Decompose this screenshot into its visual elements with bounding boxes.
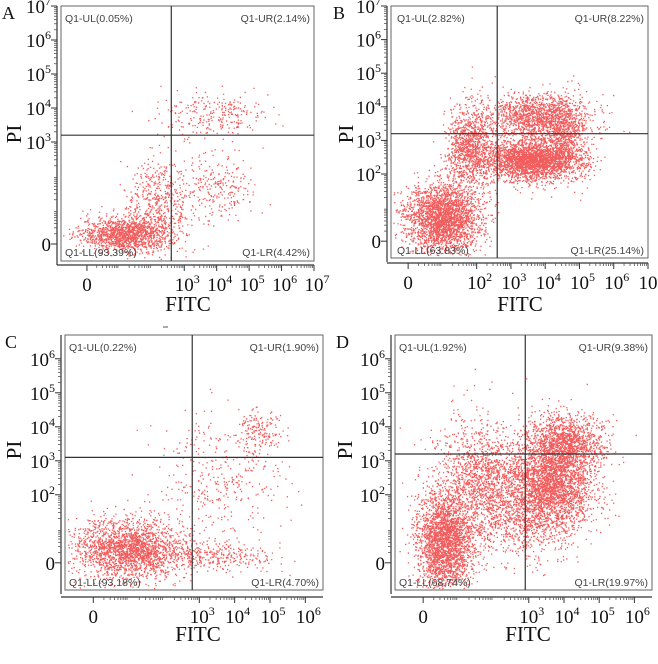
axes-c: 0 103 104 105 106 0 102 103 104 105 106 xyxy=(30,335,323,628)
x-tick-label-d: 105 xyxy=(590,604,615,628)
plot-frame-d xyxy=(394,334,653,591)
y-tick-label-b: 103 xyxy=(356,128,381,152)
x-tick-label-c: 0 xyxy=(89,607,99,628)
x-tick-label-b: 105 xyxy=(570,270,595,294)
y-tick-label-c: 104 xyxy=(30,415,55,439)
x-tick-label-b: 107 xyxy=(639,270,658,294)
y-tick-label-a: 104 xyxy=(26,96,51,120)
y-axis-title-d: PI xyxy=(333,441,357,460)
quadrant-label-ll-a: Q1-LL(93.39%) xyxy=(65,247,137,259)
x-tick-label-a: 105 xyxy=(240,272,265,296)
x-tick-label-d: 106 xyxy=(625,604,650,628)
quadrant-label-ul-c: Q1-UL(0.22%) xyxy=(69,342,137,354)
quadrant-label-lr-a: Q1-LR(4.42%) xyxy=(242,247,310,259)
plot-frame-b xyxy=(390,5,649,259)
x-axis-title-b: FITC xyxy=(497,292,543,316)
scatter-dots-d xyxy=(399,368,637,590)
y-tick-label-d: 105 xyxy=(360,381,385,405)
scatter-points-b xyxy=(393,66,631,257)
y-tick-label-a: 106 xyxy=(26,28,51,52)
y-tick-label-a: 0 xyxy=(42,235,52,256)
y-tick-label-b: 104 xyxy=(356,95,381,119)
x-tick-label-b: 0 xyxy=(403,273,413,294)
y-tick-label-a: 103 xyxy=(26,130,51,154)
y-tick-label-d: 103 xyxy=(360,449,385,473)
y-tick-label-b: 107 xyxy=(356,0,381,18)
x-tick-label-c: 103 xyxy=(190,604,215,628)
x-tick-label-a: 107 xyxy=(305,272,330,296)
x-tick-label-a: 104 xyxy=(207,272,232,296)
quadrant-label-ur-b: Q1-UR(8.22%) xyxy=(575,13,644,25)
x-tick-label-b: 104 xyxy=(536,270,561,294)
panel-d: D 0 103 104 105 106 0 102 103 104 105 106 Q1-UL(1.… xyxy=(333,332,653,646)
quadrant-label-ll-d: Q1-LL(68.74%) xyxy=(399,577,471,589)
y-tick-label-b: 102 xyxy=(356,162,381,186)
x-tick-label-d: 0 xyxy=(418,607,428,628)
quadrant-label-ur-d: Q1-UR(9.38%) xyxy=(579,342,648,354)
y-tick-label-c: 105 xyxy=(30,381,55,405)
quadrant-label-ur-c: Q1-UR(1.90%) xyxy=(250,342,319,354)
quadrant-label-lr-b: Q1-LR(25.14%) xyxy=(570,245,644,257)
panel-c: C 0 103 104 105 106 0 102 103 104 105 106 Q1-UL(0.… xyxy=(2,326,324,646)
y-tick-label-d: 104 xyxy=(360,415,385,439)
x-tick-label-b: 106 xyxy=(604,270,629,294)
y-tick-label-b: 106 xyxy=(356,28,381,52)
y-tick-label-b: 0 xyxy=(372,232,382,253)
scatter-points-d xyxy=(399,368,637,590)
y-tick-label-a: 107 xyxy=(26,0,51,18)
panel-letter-d: D xyxy=(336,332,349,352)
x-tick-label-c: 105 xyxy=(260,604,285,628)
x-tick-label-d: 103 xyxy=(519,604,544,628)
x-tick-label-c: 104 xyxy=(225,604,250,628)
y-tick-label-a: 105 xyxy=(26,62,51,86)
scatter-dots-a xyxy=(63,85,284,261)
x-tick-label-a: 0 xyxy=(82,275,92,296)
plot-frame-a xyxy=(60,5,315,262)
quadrant-label-ur-a: Q1-UR(2.14%) xyxy=(241,13,310,25)
quadrant-label-ul-b: Q1-UL(2.82%) xyxy=(397,13,465,25)
axes-d: 0 103 104 105 106 0 102 103 104 105 106 xyxy=(360,335,652,628)
panel-letter-c: C xyxy=(5,332,17,352)
y-tick-label-c: 102 xyxy=(30,483,55,507)
x-tick-label-a: 103 xyxy=(175,272,200,296)
y-tick-label-b: 105 xyxy=(356,61,381,85)
axes-a: 0 103 104 105 106 107 0 103 104 105 106 107 xyxy=(26,0,330,296)
x-tick-label-d: 104 xyxy=(554,604,579,628)
y-axis-title-a: PI xyxy=(2,125,26,144)
axes-b: 0 102 103 104 105 106 107 0 102 103 104 105 106 107 xyxy=(356,0,658,294)
quadrant-label-lr-d: Q1-LR(19.97%) xyxy=(574,577,648,589)
y-tick-label-d: 102 xyxy=(360,483,385,507)
y-tick-label-c: 103 xyxy=(30,449,55,473)
panel-letter-b: B xyxy=(333,3,345,23)
y-tick-label-d: 0 xyxy=(376,554,386,575)
x-tick-label-a: 106 xyxy=(272,272,297,296)
quadrant-label-ll-c: Q1-LL(93.18%) xyxy=(69,577,141,589)
scatter-dots-b xyxy=(393,66,631,257)
y-axis-title-b: PI xyxy=(334,125,358,144)
quadrant-label-ll-b: Q1-LL(63.83%) xyxy=(397,245,469,257)
x-tick-label-b: 103 xyxy=(501,270,526,294)
quadrant-label-ul-a: Q1-UL(0.05%) xyxy=(65,13,133,25)
panel-letter-a: A xyxy=(2,3,15,23)
scatter-points-a xyxy=(63,85,284,261)
x-tick-label-c: 106 xyxy=(296,604,321,628)
panel-b: B 0 102 103 104 105 106 107 0 102 103 104 105 106 107… xyxy=(333,0,658,316)
y-tick-label-c: 106 xyxy=(30,347,55,371)
plot-frame-c xyxy=(64,334,324,591)
y-tick-label-c: 0 xyxy=(46,554,56,575)
quadrant-label-ul-d: Q1-UL(1.92%) xyxy=(399,342,467,354)
x-axis-title-d: FITC xyxy=(505,622,551,646)
y-axis-title-c: PI xyxy=(2,441,26,460)
x-tick-label-b: 102 xyxy=(467,270,492,294)
quadrant-label-lr-c: Q1-LR(4.70%) xyxy=(251,577,319,589)
y-tick-label-d: 106 xyxy=(360,347,385,371)
x-axis-title-c: FITC xyxy=(175,622,221,646)
scatter-points-c xyxy=(67,388,303,590)
x-axis-title-a: FITC xyxy=(165,292,211,316)
panel-a: A 0 103 104 105 106 107 0 103 104 105 106 107 Q1-UL… xyxy=(2,0,330,316)
scatter-dots-c xyxy=(67,388,303,590)
